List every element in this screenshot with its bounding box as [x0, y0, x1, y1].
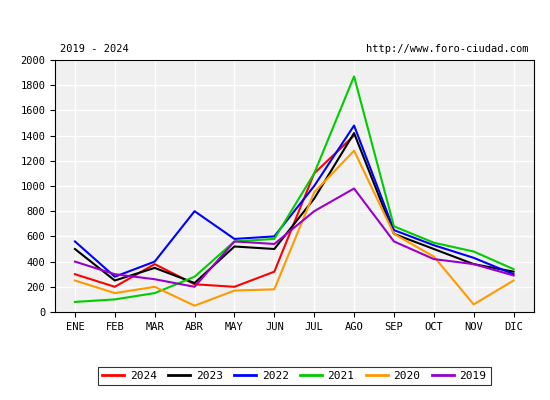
Text: Evolucion Nº Turistas Nacionales en el municipio de Villamejil: Evolucion Nº Turistas Nacionales en el m… [4, 16, 546, 32]
Text: 2019 - 2024: 2019 - 2024 [60, 44, 129, 54]
Text: http://www.foro-ciudad.com: http://www.foro-ciudad.com [366, 44, 529, 54]
Legend: 2024, 2023, 2022, 2021, 2020, 2019: 2024, 2023, 2022, 2021, 2020, 2019 [98, 366, 491, 386]
